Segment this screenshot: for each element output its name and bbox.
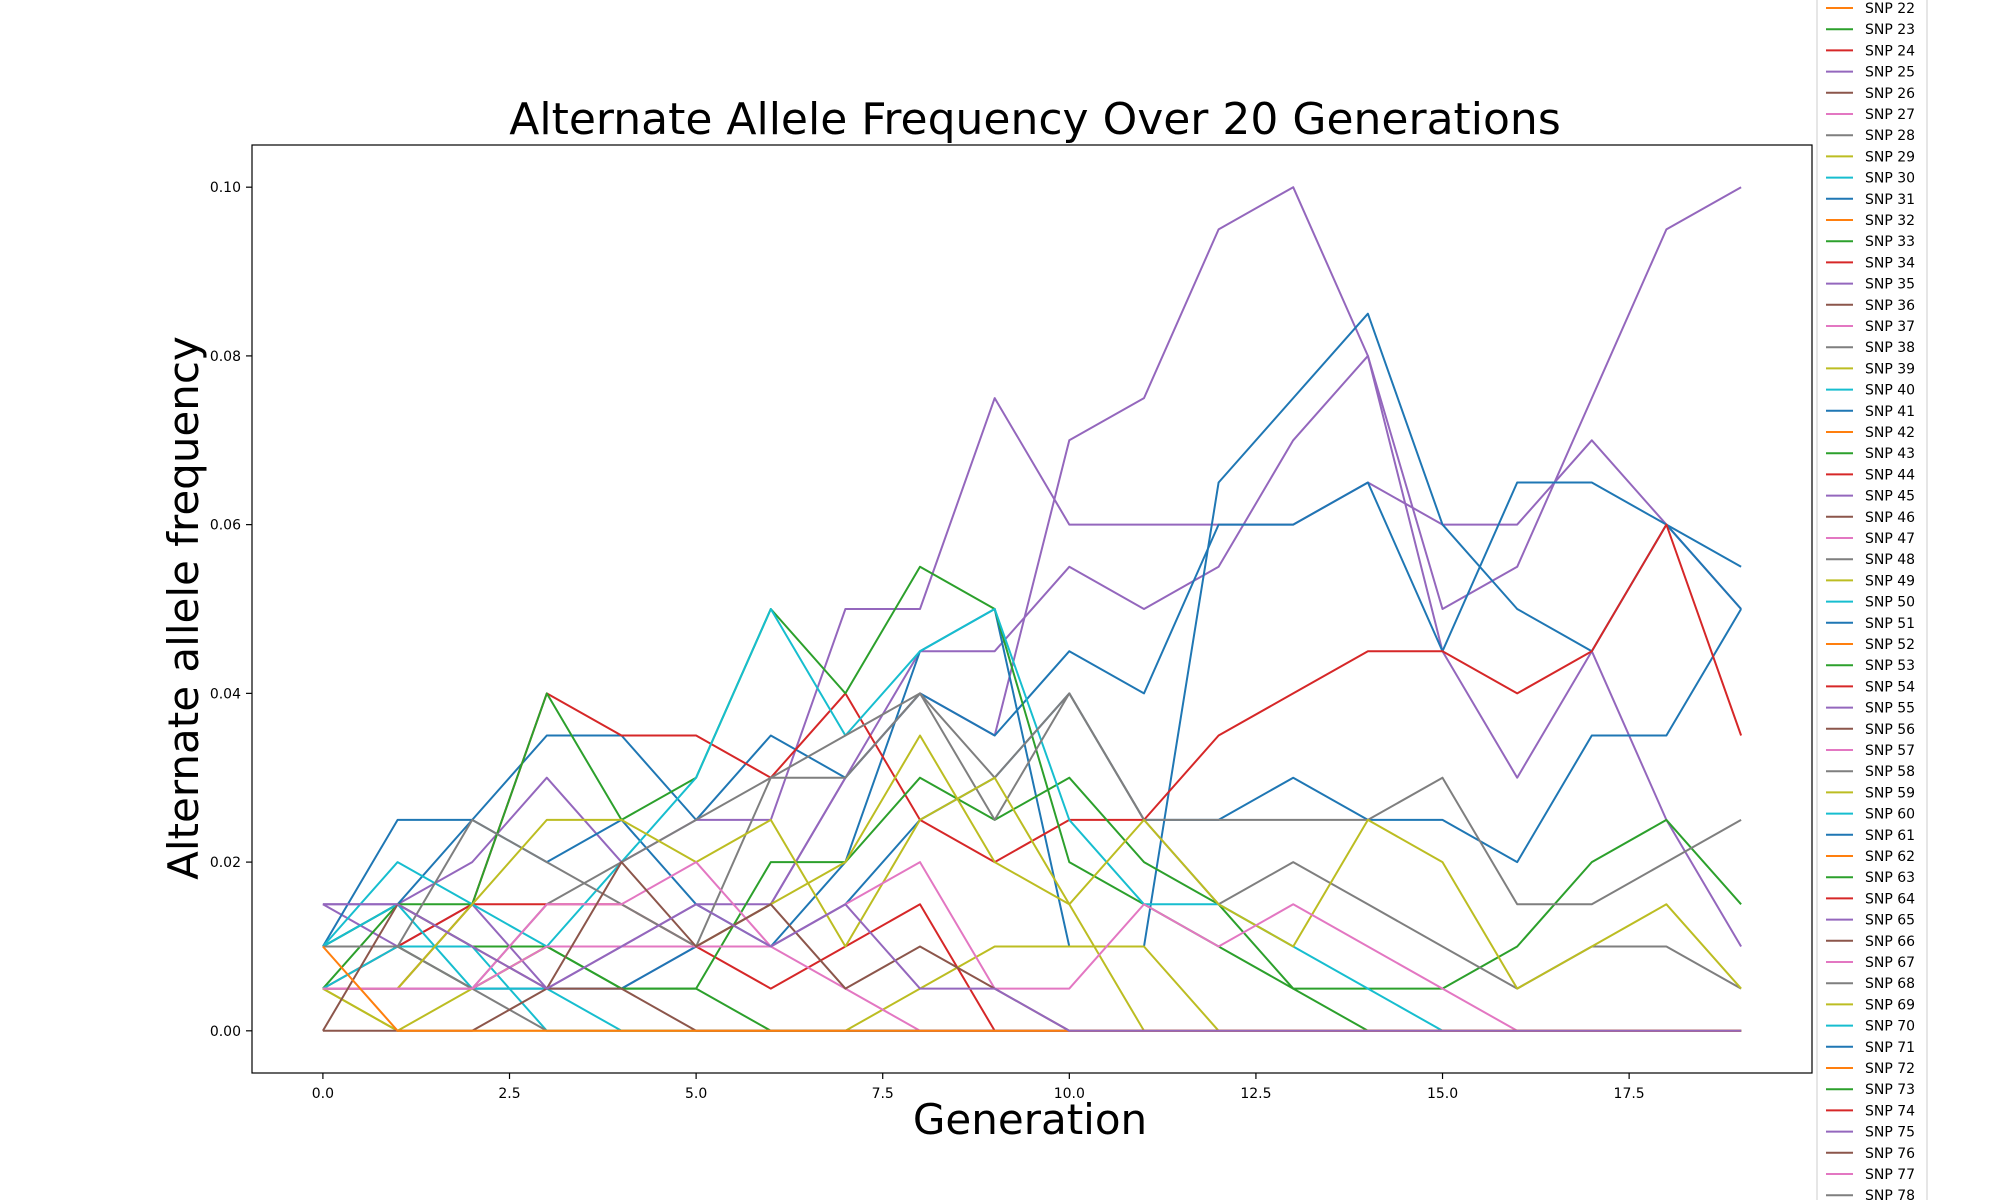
legend-label: SNP 36 [1865,298,1915,314]
legend-label: SNP 51 [1865,616,1915,632]
legend-box [1816,0,1928,1200]
series-layer [322,186,1743,1032]
legend-label: SNP 50 [1865,595,1915,611]
y-axis-label: Alternate allele frequency [159,336,208,880]
chart-title: Alternate Allele Frequency Over 20 Gener… [509,94,1561,145]
legend-label: SNP 65 [1865,913,1915,929]
series-line-8 [322,903,1742,1032]
y-tick-label: 0.10 [210,180,241,196]
legend-label: SNP 76 [1865,1146,1915,1162]
x-tick-label: 17.5 [1614,1086,1645,1102]
legend-label: SNP 73 [1865,1082,1915,1098]
series-line-21 [322,861,1742,1032]
legend-label: SNP 61 [1865,828,1915,844]
legend-label: SNP 70 [1865,1019,1915,1035]
legend-label: SNP 38 [1865,340,1915,356]
x-axis-ticks: 0.0 2.5 5.0 7.5 10.0 12.5 15.0 17.5 [312,1073,1645,1102]
legend-label: SNP 29 [1865,149,1915,165]
legend-label: SNP 54 [1865,679,1915,695]
legend-label: SNP 55 [1865,701,1915,717]
x-tick-label: 7.5 [872,1086,894,1102]
legend-label: SNP 66 [1865,934,1915,950]
legend-label: SNP 67 [1865,955,1915,971]
y-axis-ticks: 0.00 0.02 0.04 0.06 0.08 0.10 [210,180,252,1040]
legend-label: SNP 39 [1865,361,1915,377]
series-line-4 [322,312,1742,948]
legend-label: SNP 58 [1865,764,1915,780]
legend: SNP 22 SNP 23 SNP 24 SNP 25 SNP 26 SNP 27 SNP … [1816,0,1928,1200]
legend-label: SNP 53 [1865,658,1915,674]
legend-label: SNP 37 [1865,319,1915,335]
legend-label: SNP 46 [1865,510,1915,526]
legend-label: SNP 23 [1865,22,1915,38]
series-line-5 [322,481,1742,948]
legend-label: SNP 48 [1865,552,1915,568]
legend-label: SNP 74 [1865,1103,1915,1119]
legend-label: SNP 52 [1865,637,1915,653]
x-tick-label: 12.5 [1240,1086,1271,1102]
x-tick-label: 10.0 [1054,1086,1085,1102]
series-line-12 [322,608,1742,1032]
legend-label: SNP 40 [1865,383,1915,399]
legend-label: SNP 32 [1865,213,1915,229]
y-tick-label: 0.06 [210,518,241,534]
series-line-16 [322,692,1742,990]
legend-label: SNP 45 [1865,489,1915,505]
legend-label: SNP 22 [1865,1,1915,17]
series-line-2 [322,186,1742,990]
legend-label: SNP 68 [1865,976,1915,992]
x-axis-label: Generation [913,1095,1147,1144]
legend-label: SNP 69 [1865,997,1915,1013]
legend-label: SNP 75 [1865,1125,1915,1141]
legend-label: SNP 33 [1865,234,1915,250]
legend-label: SNP 30 [1865,171,1915,187]
legend-label: SNP 47 [1865,531,1915,547]
legend-label: SNP 77 [1865,1167,1915,1183]
legend-label: SNP 35 [1865,277,1915,293]
y-tick-label: 0.00 [210,1024,241,1040]
legend-label: SNP 78 [1865,1188,1915,1200]
legend-label: SNP 24 [1865,43,1915,59]
x-tick-label: 2.5 [498,1086,520,1102]
legend-label: SNP 44 [1865,467,1915,483]
legend-label: SNP 59 [1865,785,1915,801]
legend-label: SNP 42 [1865,425,1915,441]
series-line-1 [322,397,1742,906]
legend-label: SNP 43 [1865,446,1915,462]
x-tick-label: 0.0 [312,1086,334,1102]
legend-label: SNP 27 [1865,107,1915,123]
legend-label: SNP 62 [1865,849,1915,865]
x-tick-label: 15.0 [1427,1086,1458,1102]
legend-label: SNP 49 [1865,573,1915,589]
legend-label: SNP 25 [1865,65,1915,81]
legend-label: SNP 28 [1865,128,1915,144]
legend-label: SNP 41 [1865,404,1915,420]
legend-label: SNP 31 [1865,192,1915,208]
legend-label: SNP 34 [1865,255,1915,271]
legend-label: SNP 57 [1865,743,1915,759]
legend-label: SNP 60 [1865,807,1915,823]
y-tick-label: 0.08 [210,349,241,365]
legend-label: SNP 56 [1865,722,1915,738]
series-line-24 [322,903,1742,1032]
legend-label: SNP 72 [1865,1061,1915,1077]
y-tick-label: 0.02 [210,855,241,871]
series-line-13 [322,903,1742,1032]
plot-area-frame [251,144,1813,1074]
legend-label: SNP 64 [1865,891,1915,907]
y-tick-label: 0.04 [210,686,241,702]
series-line-15 [322,692,1742,948]
legend-label: SNP 63 [1865,870,1915,886]
legend-label: SNP 71 [1865,1040,1915,1056]
series-line-26 [322,903,1742,1032]
legend-label: SNP 26 [1865,86,1915,102]
x-tick-label: 5.0 [685,1086,707,1102]
